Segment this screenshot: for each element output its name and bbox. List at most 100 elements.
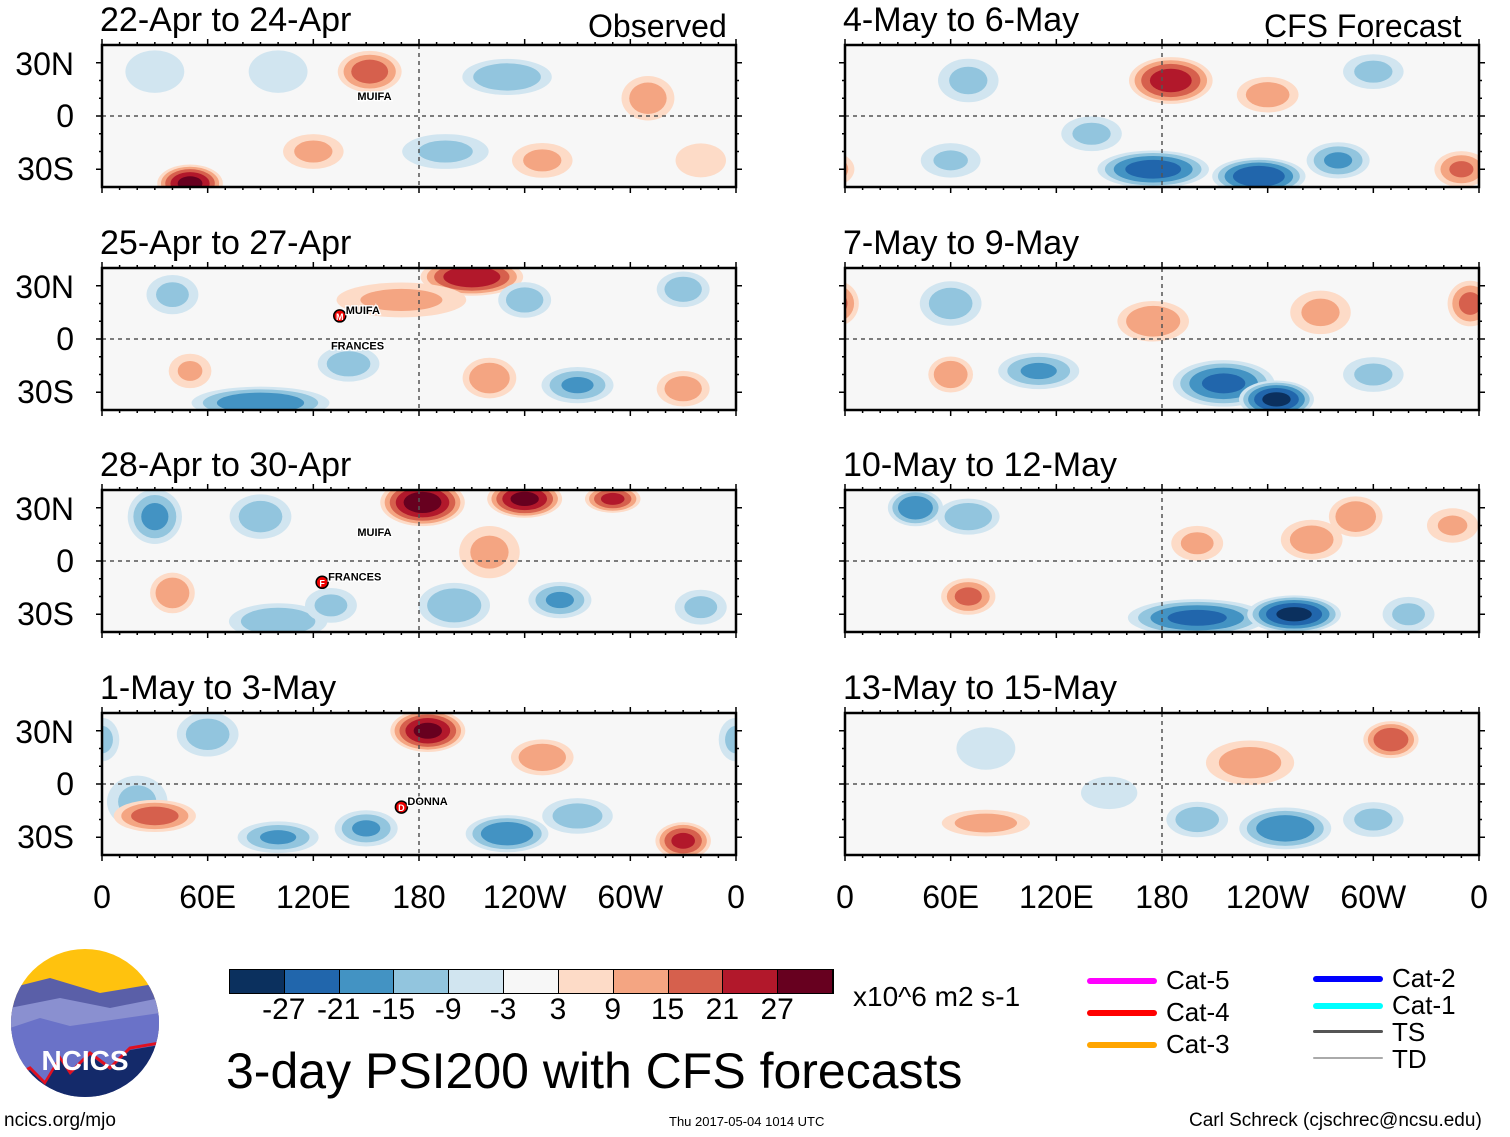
legend-line [1313, 1003, 1383, 1009]
anomaly-contour [480, 821, 534, 846]
anomaly-contour [928, 287, 973, 320]
colorbar-tick-label: 27 [760, 993, 794, 1026]
anomaly-contour [1262, 392, 1291, 407]
anomaly-contour [470, 535, 509, 569]
colorbar-tick-label: -15 [371, 993, 416, 1026]
anomaly-contour [845, 155, 855, 184]
observed-label: Observed [588, 8, 727, 44]
legend-label: TS [1392, 1017, 1426, 1047]
anomaly-contour [1354, 60, 1393, 83]
storm-label: MUIFA [357, 527, 391, 539]
ncics-logo: NCICS [11, 949, 159, 1097]
lon-label: 60E [922, 879, 980, 915]
anomaly-contour [427, 588, 482, 623]
anomaly-contour [314, 594, 348, 617]
anomaly-contour [671, 832, 696, 849]
anomaly-contour [294, 140, 333, 163]
anomaly-contour [443, 268, 501, 288]
anomaly-contour [600, 492, 625, 505]
anomaly-contour [954, 813, 1018, 833]
panel-title: 13-May to 15-May [843, 669, 1117, 707]
anomaly-contour [141, 502, 169, 531]
anomaly-contour [1354, 808, 1393, 831]
anomaly-contour [473, 63, 541, 91]
anomaly-contour [675, 143, 727, 178]
lat-label: 30N [15, 491, 74, 527]
anomaly-contour [561, 377, 594, 394]
anomaly-contour [360, 288, 443, 311]
anomaly-contour [664, 276, 702, 302]
colorbar-swatch [723, 970, 779, 993]
colorbar-swatch [558, 970, 614, 993]
logo-text: NCICS [41, 1045, 128, 1076]
anomaly-contour [897, 496, 933, 520]
legend-label: Cat-4 [1166, 997, 1230, 1027]
anomaly-contour [518, 743, 566, 772]
anomaly-contour [102, 725, 113, 754]
anomaly-contour [413, 722, 442, 739]
anomaly-contour [1301, 298, 1340, 327]
lon-label: 60W [597, 879, 664, 915]
legend-line [1313, 1057, 1383, 1059]
anomaly-contour [469, 362, 510, 394]
storm-label: MUIFA [357, 91, 391, 103]
colorbar-tick-label: 9 [604, 993, 622, 1026]
anomaly-contour [1218, 746, 1282, 779]
anomaly-contour [510, 491, 539, 507]
anomaly-contour [1437, 515, 1468, 536]
colorbar-swatch [504, 970, 559, 993]
anomaly-contour [1245, 82, 1290, 108]
lon-label: 120E [1018, 879, 1094, 915]
colorbar [229, 969, 834, 994]
lon-label: 60E [179, 879, 237, 915]
colorbar-tick-label: 15 [650, 993, 685, 1026]
lon-label: 120W [482, 879, 567, 915]
colorbar-tick-label: 21 [705, 993, 740, 1026]
storm-marker [333, 309, 347, 323]
lat-label: 30S [17, 374, 74, 410]
anomaly-contour [185, 718, 230, 751]
anomaly-contour [131, 806, 179, 826]
anomaly-contour [216, 392, 305, 410]
lat-label: 0 [56, 543, 74, 579]
lat-label: 0 [56, 98, 74, 134]
anomaly-contour [1167, 609, 1227, 626]
anomaly-contour [523, 149, 562, 172]
colorbar-swatch [394, 970, 450, 993]
panel-title: 25-Apr to 27-Apr [100, 224, 352, 262]
lon-label: 60W [1340, 879, 1407, 915]
lon-label: 0 [727, 879, 745, 915]
map-panel: D DONNA [96, 707, 742, 861]
storm-marker [394, 800, 409, 814]
anomaly-contour [954, 587, 982, 606]
legend-label: Cat-3 [1166, 1029, 1230, 1059]
anomaly-contour [545, 591, 574, 609]
colorbar-swatch [284, 970, 340, 993]
colorbar-swatch [668, 970, 724, 993]
panel-title: 4-May to 6-May [843, 1, 1080, 39]
svg-text:M: M [336, 312, 344, 322]
map-panel: MUIFA F FRANCES [96, 484, 742, 638]
lon-label: 0 [836, 879, 854, 915]
storm-label: FRANCES [328, 571, 381, 583]
anomaly-contour [845, 287, 855, 320]
anomaly-contour [125, 50, 185, 93]
storm-label: FRANCES [331, 341, 384, 353]
anomaly-contour [1276, 607, 1312, 622]
colorbar-units: x10^6 m2 s-1 [853, 981, 1021, 1012]
legend-line [1313, 976, 1383, 982]
figure-title: 3-day PSI200 with CFS forecasts [226, 1043, 963, 1099]
anomaly-contour [352, 820, 381, 837]
colorbar-swatch [613, 970, 669, 993]
anomaly-contour [1020, 362, 1057, 380]
storm-marker [315, 575, 329, 590]
anomaly-contour [1201, 373, 1246, 394]
map-panel [839, 262, 1485, 416]
legend-line [1087, 978, 1157, 984]
legend-label: Cat-1 [1392, 990, 1456, 1020]
lat-label: 30S [17, 819, 74, 855]
legend-label: Cat-5 [1166, 965, 1230, 995]
anomaly-contour [418, 140, 473, 163]
anomaly-contour [1125, 159, 1182, 179]
panel-title: 28-Apr to 30-Apr [100, 446, 352, 484]
